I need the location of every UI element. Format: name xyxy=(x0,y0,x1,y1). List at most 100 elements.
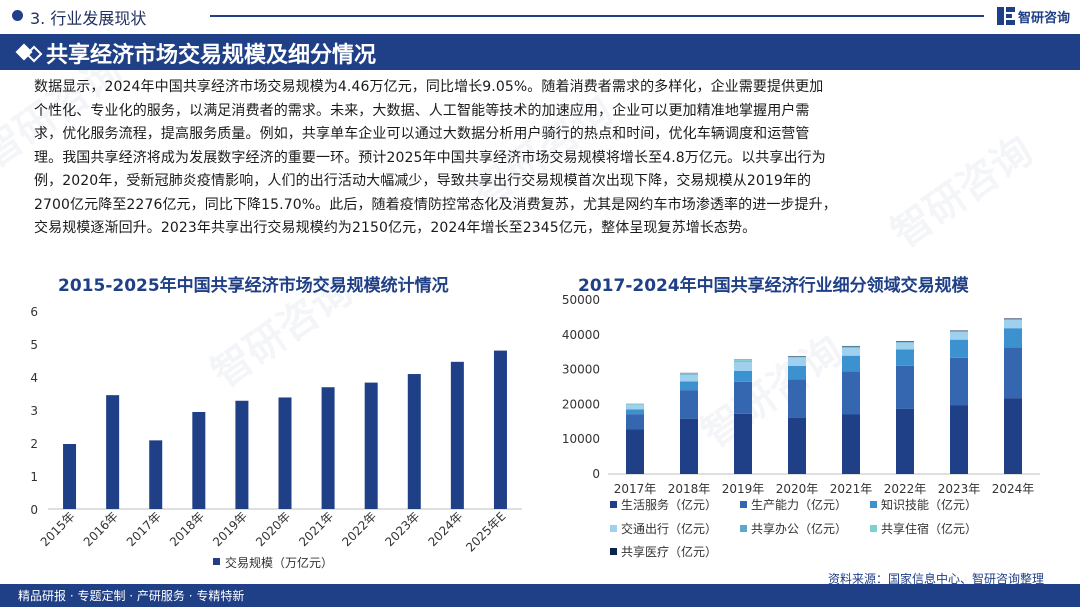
legend-swatch xyxy=(740,501,747,508)
x-tick-label: 2023年 xyxy=(938,482,981,496)
stacked-bar-segment xyxy=(788,356,806,358)
description-paragraph: 数据显示，2024年中国共享经济市场交易规模为4.46万亿元，同比增长9.05%… xyxy=(34,76,1060,241)
y-tick-label: 10000 xyxy=(562,432,600,446)
y-tick-label: 3 xyxy=(30,404,38,418)
paragraph-line: 求，优化服务流程，提高服务质量。例如，共享单车企业可以通过大数据分析用户骑行的热… xyxy=(34,126,810,142)
legend-swatch xyxy=(610,525,617,532)
y-tick-label: 0 xyxy=(592,467,600,481)
y-tick-label: 30000 xyxy=(562,363,600,377)
stacked-bar-segment xyxy=(680,390,698,419)
legend-label: 知识技能（亿元） xyxy=(881,497,977,512)
bar xyxy=(364,382,378,509)
paragraph-line: 个性化、专业化的服务，以满足消费者的需求。未来，大数据、人工智能等技术的加速应用… xyxy=(34,102,810,119)
stacked-bar-segment xyxy=(788,417,806,474)
stacked-bar-segment xyxy=(950,357,968,406)
x-tick-label: 2021年 xyxy=(296,509,336,549)
stacked-bar-segment xyxy=(1004,320,1022,329)
bar xyxy=(149,440,163,509)
x-tick-label: 2018年 xyxy=(167,509,207,549)
stacked-bar-segment xyxy=(788,357,806,358)
x-tick-label: 2025年E xyxy=(463,509,508,554)
stacked-bar-segment xyxy=(734,370,752,382)
section-bullet-icon xyxy=(12,10,23,21)
legend-label: 交通出行（亿元） xyxy=(621,521,717,536)
legend-swatch xyxy=(610,548,617,555)
chart2-title: 2017-2024年中国共享经济行业细分领域交易规模 xyxy=(578,276,969,296)
stacked-bar-segment xyxy=(896,340,914,342)
title-bar: 共享经济市场交易规模及细分情况 xyxy=(0,34,1080,70)
chart1-title: 2015-2025年中国共享经济市场交易规模统计情况 xyxy=(58,276,449,296)
x-tick-label: 2022年 xyxy=(339,509,379,549)
stacked-bar-segment xyxy=(950,331,968,333)
stacked-bar-segment xyxy=(626,404,644,410)
x-tick-label: 2018年 xyxy=(668,482,711,496)
y-tick-label: 4 xyxy=(30,371,38,385)
x-tick-label: 2024年 xyxy=(426,509,466,549)
bar xyxy=(192,411,206,509)
y-tick-label: 1 xyxy=(30,470,38,484)
stacked-bar-segment xyxy=(950,405,968,474)
stacked-bar-segment xyxy=(842,355,860,372)
x-tick-label: 2021年 xyxy=(830,482,873,496)
stacked-bar-segment xyxy=(950,332,968,340)
stacked-bar-segment xyxy=(680,373,698,374)
y-tick-label: 50000 xyxy=(562,293,600,307)
y-tick-label: 0 xyxy=(30,503,38,517)
x-tick-label: 2024年 xyxy=(992,482,1035,496)
bar xyxy=(407,374,421,509)
stacked-bar-segment xyxy=(896,342,914,350)
legend-swatch xyxy=(870,501,877,508)
stacked-bar-segment xyxy=(734,361,752,371)
y-tick-label: 20000 xyxy=(562,397,600,411)
stacked-bar-segment xyxy=(680,373,698,375)
x-tick-label: 2022年 xyxy=(884,482,927,496)
source-note: 资料来源：国家信息中心、智研咨询整理 xyxy=(827,572,1044,586)
y-tick-label: 40000 xyxy=(562,328,600,342)
stacked-bar-segment xyxy=(1004,347,1022,399)
stacked-bar-segment xyxy=(734,360,752,362)
legend-label: 共享医疗（亿元） xyxy=(621,544,717,559)
bar xyxy=(278,397,292,509)
legend-swatch xyxy=(213,558,220,565)
logo-icon xyxy=(996,7,1015,25)
stacked-bar-segment xyxy=(788,357,806,366)
footer-bar: 精品研报 · 专题定制 · 产研服务 · 专精特新 xyxy=(0,584,1080,607)
stacked-bar-segment xyxy=(788,379,806,418)
stacked-bar-segment xyxy=(842,347,860,356)
stacked-bar-segment xyxy=(842,346,860,347)
legend-label: 共享住宿（亿元） xyxy=(881,521,977,536)
stacked-bar-segment xyxy=(950,339,968,358)
y-tick-label: 2 xyxy=(30,437,38,451)
bar xyxy=(493,350,507,509)
stacked-bar-segment xyxy=(734,381,752,414)
stacked-bar-segment xyxy=(1004,328,1022,348)
stacked-bar-segment xyxy=(842,346,860,348)
x-tick-label: 2017年 xyxy=(614,482,657,496)
paragraph-line: 2700亿元降至2276亿元，同比下降15.70%。此后，随着疫情防控常态化及消… xyxy=(34,196,837,213)
stacked-bar-segment xyxy=(896,408,914,474)
stacked-bar-segment xyxy=(788,365,806,380)
stacked-bar-segment xyxy=(842,371,860,415)
stacked-bar-segment xyxy=(626,414,644,430)
y-tick-label: 6 xyxy=(30,305,38,319)
footer-note: 精品研报 · 专题定制 · 产研服务 · 专精特新 xyxy=(18,589,245,603)
bar xyxy=(235,400,249,509)
x-tick-label: 2020年 xyxy=(776,482,819,496)
stacked-bar-segment xyxy=(734,360,752,361)
x-tick-label: 2019年 xyxy=(722,482,765,496)
legend-label: 生活服务（亿元） xyxy=(621,497,717,512)
paragraph-line: 例，2020年，受新冠肺炎疫情影响，人们的出行活动大幅减少，导致共享出行交易规模… xyxy=(34,173,812,189)
stacked-bar-segment xyxy=(680,374,698,382)
segment-stacked-bar-chart: 0 10000 20000 30000 40000 50000 2017年 2018年 2019… xyxy=(562,293,1040,559)
stacked-bar-segment xyxy=(842,414,860,474)
stacked-bar-segment xyxy=(896,349,914,366)
bar xyxy=(106,395,120,509)
x-tick-label: 2019年 xyxy=(210,509,250,549)
logo-text: 智研咨询 xyxy=(1017,10,1070,26)
stacked-bar-segment xyxy=(896,341,914,343)
bar xyxy=(321,387,335,509)
paragraph-line: 交易规模逐渐回升。2023年共享出行交易规模约为2150亿元，2024年增长至2… xyxy=(34,220,757,236)
stacked-bar-segment xyxy=(896,365,914,409)
legend-label: 生产能力（亿元） xyxy=(751,497,847,512)
